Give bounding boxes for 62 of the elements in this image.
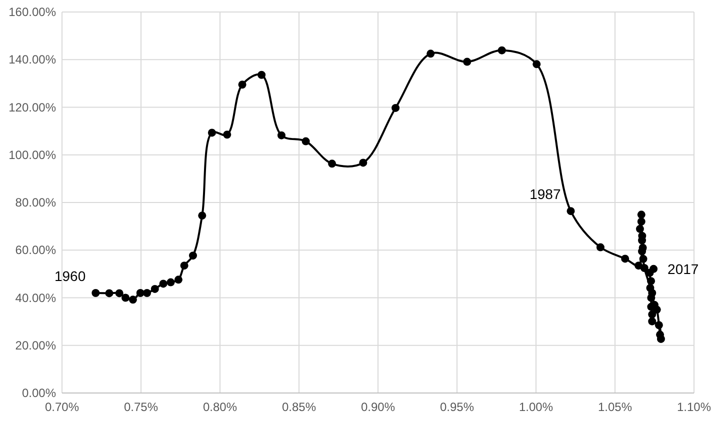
point (136, 288, 144, 297)
point (150, 284, 159, 293)
point (654, 321, 663, 330)
point (277, 131, 286, 140)
point (302, 137, 310, 146)
y-tick-label: 20.00% (15, 338, 56, 352)
y-tick-label: 80.00% (15, 196, 56, 210)
point (115, 289, 124, 298)
point (532, 60, 541, 68)
y-tick-label: 0.00% (22, 386, 56, 400)
point (426, 50, 435, 58)
point (566, 207, 575, 216)
y-tick-label: 140.00% (8, 52, 56, 67)
point (498, 46, 506, 54)
point (639, 254, 648, 263)
point (596, 243, 604, 252)
point (143, 288, 152, 297)
point (637, 210, 646, 219)
x-tick-label: 0.75% (124, 400, 158, 414)
point (208, 128, 216, 137)
point (636, 224, 644, 233)
point (640, 264, 648, 272)
point (392, 104, 400, 112)
point (92, 288, 100, 297)
point (223, 130, 232, 139)
x-tick-label: 1.00% (518, 400, 554, 414)
x-tick-label: 0.90% (360, 400, 396, 414)
annotation: 1960 (54, 268, 86, 284)
point (105, 289, 114, 298)
x-tick-label: 0.95% (440, 400, 474, 414)
y-tick-label: 100.00% (8, 148, 56, 162)
annotation: 2017 (668, 260, 699, 277)
point (174, 276, 182, 284)
point (198, 212, 206, 220)
point (359, 158, 368, 167)
point (650, 264, 658, 273)
x-tick-label: 0.70% (44, 400, 80, 414)
point (656, 330, 664, 339)
point (637, 218, 646, 226)
point (328, 160, 336, 168)
y-tick-label: 120.00% (8, 100, 56, 114)
annotation: 1987 (530, 186, 561, 202)
y-tick-label: 160.00% (8, 5, 56, 19)
x-tick-label: 1.10% (676, 400, 712, 414)
x-tick-label: 0.80% (202, 400, 238, 414)
x-tick-label: 1.05% (598, 400, 632, 414)
point (258, 70, 266, 79)
point (238, 80, 246, 89)
point (647, 277, 656, 286)
point (188, 252, 197, 260)
point (648, 317, 656, 326)
point (463, 58, 472, 66)
point (159, 280, 168, 288)
point (128, 296, 137, 304)
point (621, 254, 630, 263)
point (122, 294, 130, 302)
y-tick-label: 40.00% (15, 290, 56, 305)
x-tick-label: 0.85% (282, 400, 316, 414)
point (180, 262, 188, 270)
point (648, 288, 656, 297)
y-tick-label: 60.00% (15, 243, 56, 258)
point (166, 278, 175, 286)
